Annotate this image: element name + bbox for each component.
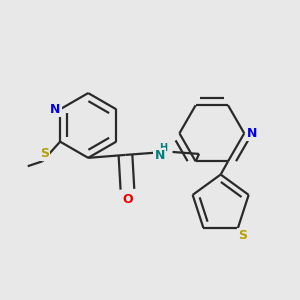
Text: S: S bbox=[40, 147, 49, 160]
Text: S: S bbox=[238, 229, 247, 242]
Text: N: N bbox=[154, 149, 165, 162]
Text: N: N bbox=[247, 127, 257, 140]
Text: H: H bbox=[159, 143, 167, 153]
Text: N: N bbox=[50, 103, 60, 116]
Text: O: O bbox=[122, 193, 133, 206]
